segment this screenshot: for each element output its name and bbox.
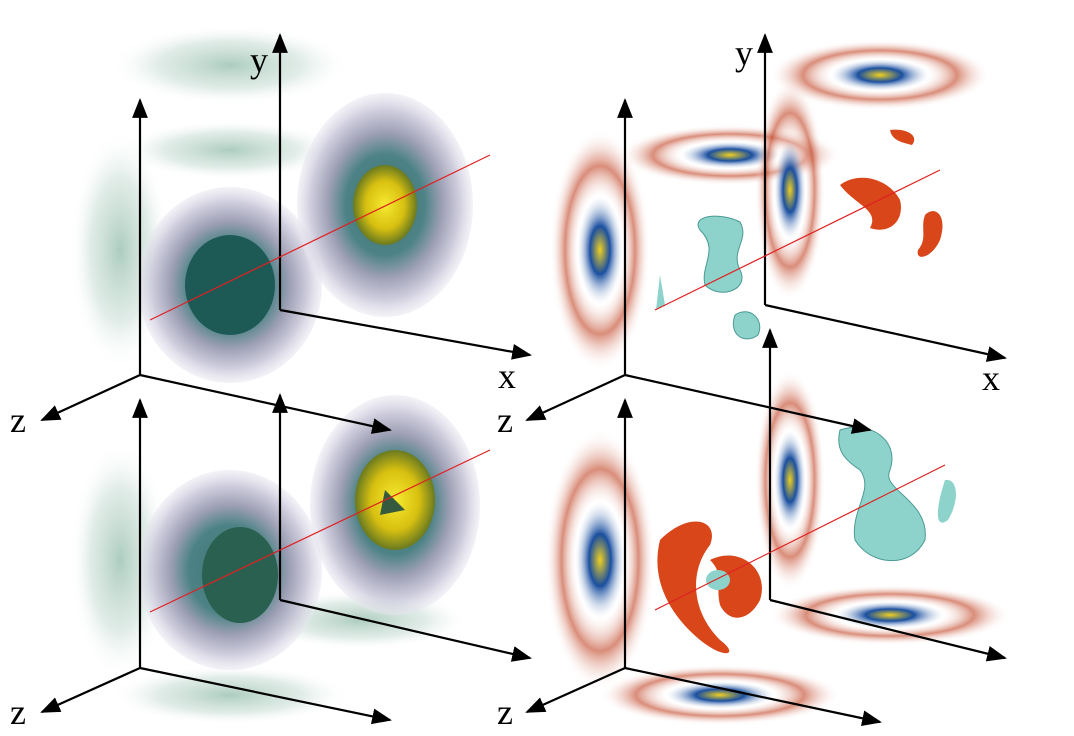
axis-label: z (10, 400, 26, 440)
axis-label: y (735, 33, 753, 73)
axis-label: y (250, 40, 268, 80)
axis-label: z (10, 692, 26, 732)
left-spheres (138, 93, 480, 670)
projections (70, 25, 1010, 725)
axis-label: z (497, 400, 513, 440)
axes (40, 33, 1007, 727)
right-blobs (656, 129, 956, 654)
axis-label: x (982, 358, 1000, 398)
axis-label: z (497, 692, 513, 732)
axis-label: x (498, 356, 516, 396)
